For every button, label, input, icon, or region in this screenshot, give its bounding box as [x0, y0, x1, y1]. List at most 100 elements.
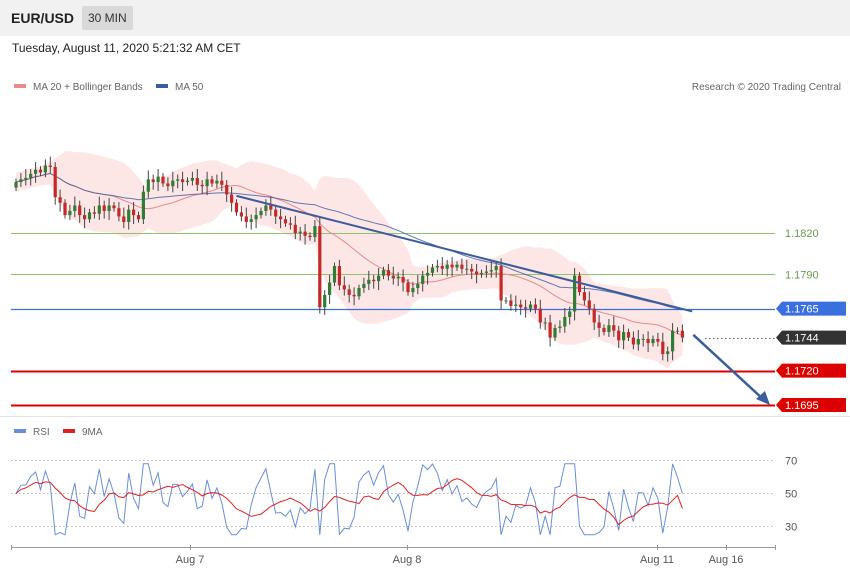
candle — [465, 268, 469, 270]
candle — [352, 294, 356, 297]
price-tag-text-1.1744: 1.1744 — [785, 333, 819, 345]
resistance-trendline — [236, 194, 693, 313]
legend-rsi-swatch — [14, 429, 26, 433]
candle — [411, 288, 415, 293]
candle — [303, 231, 307, 236]
candle — [470, 268, 474, 272]
candle — [190, 177, 194, 181]
candle — [646, 338, 650, 344]
price-tag-1.1765 — [776, 301, 846, 316]
legend-ma20: MA 20 + Bollinger Bands — [33, 82, 143, 93]
candle — [239, 212, 243, 217]
candle — [577, 275, 582, 293]
candle — [53, 166, 57, 198]
candle — [396, 277, 400, 279]
candle — [357, 288, 361, 297]
price-tag-1.1695 — [776, 398, 846, 412]
candle — [372, 279, 376, 282]
candle — [141, 191, 145, 220]
candle — [489, 270, 493, 272]
candle — [617, 330, 621, 341]
candle — [293, 224, 297, 233]
x-label-Aug 7: Aug 7 — [176, 554, 205, 566]
candle — [87, 212, 92, 220]
candle — [298, 231, 302, 233]
candle — [48, 165, 52, 167]
candle — [132, 209, 136, 216]
trendline-layer — [236, 194, 770, 405]
candle — [563, 316, 567, 327]
candle — [592, 308, 596, 323]
candle — [651, 338, 655, 344]
rsi-level-label-30: 30 — [785, 522, 797, 534]
candle — [386, 270, 390, 276]
price-tag-1.1720 — [776, 363, 846, 378]
timeframe-badge[interactable]: 30 MIN — [82, 6, 133, 30]
candle — [112, 205, 116, 209]
candle — [573, 275, 577, 312]
candle — [440, 266, 444, 269]
candle — [479, 272, 484, 275]
candle — [58, 197, 62, 203]
legend-ma50-swatch — [156, 84, 168, 88]
price-tag-text-1.1765: 1.1765 — [785, 304, 819, 316]
candle — [43, 165, 47, 173]
candle — [328, 282, 332, 295]
candle — [78, 205, 82, 216]
candle — [460, 264, 464, 269]
candle — [166, 183, 170, 187]
candle — [29, 173, 33, 178]
candle — [68, 210, 72, 216]
legend-ma20-swatch — [14, 84, 26, 88]
candle — [269, 205, 273, 210]
candle — [185, 180, 190, 183]
candle — [671, 330, 675, 352]
legend-9ma-swatch — [63, 429, 75, 433]
candle — [342, 285, 346, 290]
level-label-1.1820: 1.1820 — [785, 228, 819, 240]
x-label-Aug 8: Aug 8 — [393, 554, 422, 566]
candle — [156, 176, 160, 183]
projection-arrowhead — [756, 391, 770, 405]
candle — [666, 351, 670, 355]
candle — [97, 205, 101, 214]
rsi-panel: 70 50 30 — [11, 456, 797, 536]
candle — [249, 219, 253, 222]
candle — [381, 270, 386, 276]
x-label-Aug 16: Aug 16 — [709, 554, 744, 566]
candle — [122, 216, 126, 222]
candle — [553, 327, 557, 338]
candle — [612, 325, 616, 331]
candle — [421, 275, 425, 284]
rsi-line — [15, 463, 683, 536]
rsi-level-label-50: 50 — [785, 489, 797, 501]
x-label-Aug 11: Aug 11 — [640, 554, 674, 566]
candle — [661, 341, 665, 355]
candle — [602, 327, 606, 333]
x-axis-labels: Aug 7 Aug 8 Aug 11 Aug 16 — [176, 545, 744, 566]
price-tag-text-1.1720: 1.1720 — [785, 366, 819, 378]
candle — [430, 267, 435, 273]
candle — [587, 300, 591, 309]
candle — [73, 205, 77, 211]
ma50-line — [15, 172, 683, 311]
candle — [514, 304, 518, 306]
chart-header: EUR/USD 30 MIN — [0, 0, 850, 36]
rsi-9ma-line — [15, 478, 683, 526]
candle — [34, 169, 38, 174]
candle — [406, 282, 410, 293]
candle — [367, 279, 371, 284]
level-label-1.1790: 1.1790 — [785, 269, 819, 281]
candle — [244, 216, 248, 222]
price-tag-text-1.1695: 1.1695 — [785, 400, 819, 412]
candle — [675, 330, 680, 332]
candle — [308, 235, 312, 238]
candle — [416, 283, 420, 289]
candle — [14, 182, 18, 188]
candle — [102, 205, 106, 211]
price-tag-1.1744 — [776, 330, 846, 345]
candle — [63, 202, 67, 216]
candle — [215, 180, 219, 184]
candle — [455, 264, 459, 268]
